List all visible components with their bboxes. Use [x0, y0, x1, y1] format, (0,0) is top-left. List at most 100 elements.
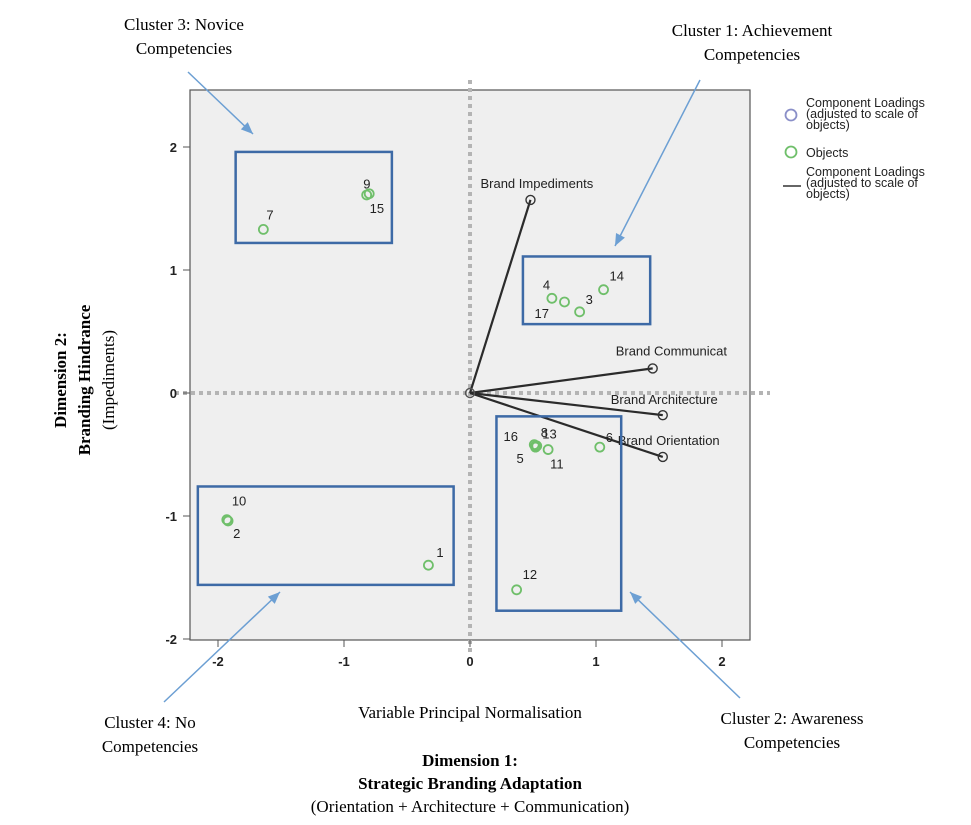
object-label: 12	[523, 567, 537, 582]
object-label: 4	[543, 277, 550, 292]
object-label: 3	[586, 292, 593, 307]
legend: Component Loadings(adjusted to scale ofo…	[783, 96, 925, 201]
cluster-1: Cluster 1: Achievement Competencies	[521, 21, 833, 326]
object-point: 1	[423, 545, 444, 571]
legend-vector-label: Component Loadings	[806, 165, 925, 179]
object-marker	[594, 441, 606, 453]
object-label: 14	[610, 269, 624, 284]
origin-marker	[464, 387, 476, 399]
loading-line	[468, 199, 532, 394]
legend-object-label: Objects	[806, 146, 848, 160]
cluster-arrow-head	[267, 592, 280, 604]
legend-vector-label: (adjusted to scale of	[806, 176, 918, 190]
component-loadings: Brand Impediments Brand Communicat Brand A…	[464, 176, 728, 463]
object-point: 6	[594, 430, 613, 453]
object-point: 3	[574, 292, 593, 318]
cluster-caption: Cluster 2: Awareness	[721, 709, 864, 728]
object-point: 7	[257, 207, 274, 235]
object-point: 12	[511, 567, 537, 596]
chart-subtitle: Variable Principal Normalisation	[358, 703, 582, 722]
object-marker	[423, 559, 434, 571]
object-point: 14	[598, 269, 624, 296]
y-tick-label: -1	[165, 509, 177, 524]
legend-loading-label: objects)	[806, 118, 850, 132]
cluster-arrow-line	[629, 591, 741, 699]
object-label: 1	[436, 545, 443, 560]
y-tick-label: 1	[170, 263, 177, 278]
object-label: 11	[550, 457, 564, 472]
x-tick-label: 1	[592, 654, 599, 669]
legend-loading-label: (adjusted to scale of	[806, 107, 918, 121]
loading-endpoint	[657, 451, 668, 463]
object-point: 16	[504, 429, 541, 453]
cluster-box	[521, 255, 652, 326]
object-marker	[546, 292, 558, 304]
loading-vector: Brand Orientation	[469, 391, 720, 463]
loading-endpoint	[657, 409, 668, 421]
x-tick-label: 2	[718, 654, 725, 669]
loading-label: Brand Impediments	[480, 176, 593, 191]
object-marker	[530, 441, 541, 453]
object-marker	[361, 189, 373, 201]
object-marker	[574, 306, 586, 318]
object-label: 8	[541, 425, 548, 440]
object-point: 11	[542, 444, 564, 472]
object-marker	[559, 296, 570, 308]
x-axis-title-line2: Strategic Branding Adaptation	[358, 774, 582, 793]
cluster-arrow-line	[163, 591, 281, 703]
cluster-box	[196, 485, 455, 587]
object-point: 17	[535, 296, 570, 321]
legend-vector-label: objects)	[806, 187, 850, 201]
object-label: 16	[504, 429, 518, 444]
cluster-4: Cluster 4: No Competencies	[102, 485, 455, 756]
cluster-caption: Cluster 3: Novice	[124, 15, 244, 34]
legend-loading-label: Component Loadings	[806, 96, 925, 110]
y-tick-label: 0	[170, 386, 177, 401]
cluster-arrow-head	[615, 233, 625, 246]
object-label: 13	[542, 427, 556, 442]
cluster-3: Cluster 3: Novice Competencies	[124, 15, 394, 245]
object-marker	[511, 584, 523, 596]
cluster-arrow-line	[614, 79, 701, 247]
loading-label: Brand Orientation	[618, 433, 720, 448]
object-point: 10	[221, 494, 246, 526]
cluster-arrow-line	[187, 71, 254, 135]
loading-line	[469, 391, 663, 417]
object-marker	[221, 514, 233, 526]
loading-vector: Brand Communicat	[469, 343, 728, 395]
cluster-caption: Cluster 1: Achievement	[672, 21, 833, 40]
object-marker	[222, 515, 234, 527]
cluster-caption: Competencies	[102, 737, 198, 756]
plot-background	[189, 89, 751, 641]
x-axis-title-line1: Dimension 1:	[422, 751, 518, 770]
y-tick-label: 2	[170, 140, 177, 155]
cluster-box	[495, 415, 623, 612]
cluster-2: Cluster 2: Awareness Competencies	[495, 415, 864, 752]
object-point: 15	[361, 189, 384, 216]
cluster-caption: Competencies	[136, 39, 232, 58]
x-tick-label: -2	[212, 654, 224, 669]
cluster-caption: Competencies	[744, 733, 840, 752]
object-label: 9	[363, 177, 370, 192]
loading-label: Brand Architecture	[611, 392, 718, 407]
y-axis-title-line2: Branding Hindrance	[75, 304, 94, 455]
object-label: 7	[266, 207, 273, 222]
x-axis-title-line3: (Orientation + Architecture + Communicat…	[311, 797, 629, 816]
object-point: 4	[543, 277, 558, 304]
loading-vector: Brand Architecture	[469, 391, 718, 421]
y-axis-title-line1: Dimension 2:	[51, 332, 70, 428]
legend-object-marker	[784, 145, 798, 159]
object-marker	[257, 224, 269, 235]
object-point: 2	[222, 515, 240, 541]
loading-vector: Brand Impediments	[468, 176, 594, 394]
loading-label: Brand Communicat	[616, 343, 728, 358]
cluster-caption: Competencies	[704, 45, 800, 64]
cluster-box	[234, 150, 394, 245]
legend-loading-marker	[784, 108, 798, 122]
x-tick-label: -1	[338, 654, 350, 669]
loading-endpoint	[647, 363, 658, 374]
y-axis-title-line3: (Impediments)	[99, 330, 118, 430]
